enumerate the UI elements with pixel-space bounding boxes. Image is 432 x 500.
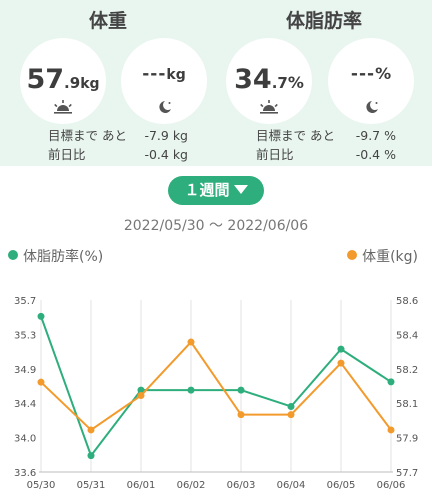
bodyfat-title: 体脂肪率 — [285, 10, 362, 32]
x-tick-label: 06/05 — [327, 480, 356, 491]
weight-evening-value: ---kg — [142, 64, 186, 84]
bodyfat-morning-value: 34.7% — [234, 64, 304, 95]
date-range: 2022/05/30 ～ 2022/06/06 — [123, 218, 309, 234]
x-tick-label: 05/31 — [77, 480, 106, 491]
left-tick-label: 35.3 — [14, 330, 36, 341]
bodyfat-data-point — [187, 386, 195, 394]
weight-data-point — [287, 411, 295, 419]
weight-prev-value: -0.4 kg — [144, 147, 188, 162]
left-tick-label: 35.7 — [14, 296, 36, 307]
right-tick-label: 58.1 — [396, 399, 418, 410]
x-tick-label: 06/06 — [377, 480, 406, 491]
weight-data-point — [37, 378, 45, 386]
weight-summary: 体重 57.9kg ---kg 目標まで あと -7.9 kg — [0, 0, 216, 166]
bodyfat-evening-value: ---% — [350, 64, 392, 84]
x-tick-label: 05/30 — [27, 480, 56, 491]
bodyfat-data-point — [37, 312, 45, 320]
weight-prev-label: 前日比 — [48, 147, 86, 162]
weight-morning-circle[interactable]: 57.9kg — [20, 38, 106, 124]
weight-title: 体重 — [88, 10, 127, 32]
period-label: １週間 — [184, 181, 230, 199]
weight-stats: 目標まで あと -7.9 kg 前日比 -0.4 kg — [48, 126, 188, 164]
bodyfat-evening-circle[interactable]: ---% — [328, 38, 414, 124]
legend-dot-orange-icon — [347, 250, 358, 260]
bodyfat-data-point — [237, 386, 245, 394]
legend-weight: 体重(kg) — [347, 246, 418, 266]
weight-data-point — [137, 392, 145, 400]
bodyfat-morning-circle[interactable]: 34.7% — [226, 38, 312, 124]
summary-panel: 体重 57.9kg ---kg 目標まで あと -7.9 kg — [0, 0, 432, 166]
right-tick-label: 58.2 — [396, 365, 418, 376]
bodyfat-series-line — [40, 316, 392, 457]
bodyfat-prev-label: 前日比 — [256, 147, 294, 162]
x-tick-label: 06/03 — [227, 480, 256, 491]
bodyfat-prev-value: -0.4 % — [355, 147, 396, 162]
bodyfat-data-point — [87, 452, 95, 460]
x-tick-label: 06/04 — [277, 480, 306, 491]
right-tick-label: 57.7 — [396, 468, 418, 479]
weight-series-line — [40, 341, 392, 431]
left-tick-label: 34.0 — [14, 434, 36, 445]
triangle-down-icon — [233, 185, 248, 194]
left-tick-label: 33.6 — [14, 468, 36, 479]
weight-data-point — [87, 426, 95, 434]
weight-data-point — [237, 411, 245, 419]
bodyfat-goal-label: 目標まで あと — [256, 128, 335, 143]
bodyfat-data-point — [137, 386, 145, 394]
x-tick-label: 06/02 — [177, 480, 206, 491]
weight-goal-value: -7.9 kg — [144, 128, 188, 143]
sunrise-icon — [260, 100, 278, 114]
bodyfat-goal-value: -9.7 % — [355, 128, 396, 143]
legend-dot-green-icon — [8, 250, 18, 260]
left-tick-label: 34.9 — [14, 365, 36, 376]
left-tick-label: 34.4 — [14, 399, 36, 410]
weight-evening-circle[interactable]: ---kg — [121, 38, 207, 124]
moon-icon — [159, 101, 171, 113]
weight-goal-label: 目標まで あと — [48, 128, 127, 143]
bodyfat-data-point — [287, 402, 295, 410]
line-chart: 35.7 35.3 34.9 34.4 34.0 33.6 58.6 58.4 58.2 58.1… — [14, 296, 418, 491]
right-tick-label: 58.4 — [396, 330, 418, 341]
sunrise-icon — [54, 100, 72, 114]
weight-data-point — [337, 359, 345, 367]
weight-data-point — [187, 338, 195, 346]
bodyfat-data-point — [337, 345, 345, 353]
bodyfat-data-point — [387, 378, 395, 386]
weight-morning-value: 57.9kg — [26, 64, 100, 95]
legend-bodyfat: 体脂肪率(%) — [8, 246, 103, 266]
bodyfat-summary: 体脂肪率 34.7% ---% 目標まで あと -9.7 % — [216, 0, 432, 166]
weight-data-point — [387, 426, 395, 434]
x-tick-label: 06/01 — [127, 480, 156, 491]
bodyfat-stats: 目標まで あと -9.7 % 前日比 -0.4 % — [256, 126, 396, 164]
period-dropdown-button[interactable]: １週間 — [168, 176, 264, 205]
moon-icon — [366, 101, 378, 113]
right-tick-label: 58.6 — [396, 296, 418, 307]
right-tick-label: 57.9 — [396, 434, 418, 445]
